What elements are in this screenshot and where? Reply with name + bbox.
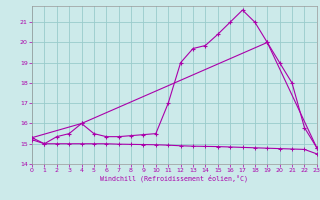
X-axis label: Windchill (Refroidissement éolien,°C): Windchill (Refroidissement éolien,°C): [100, 175, 248, 182]
